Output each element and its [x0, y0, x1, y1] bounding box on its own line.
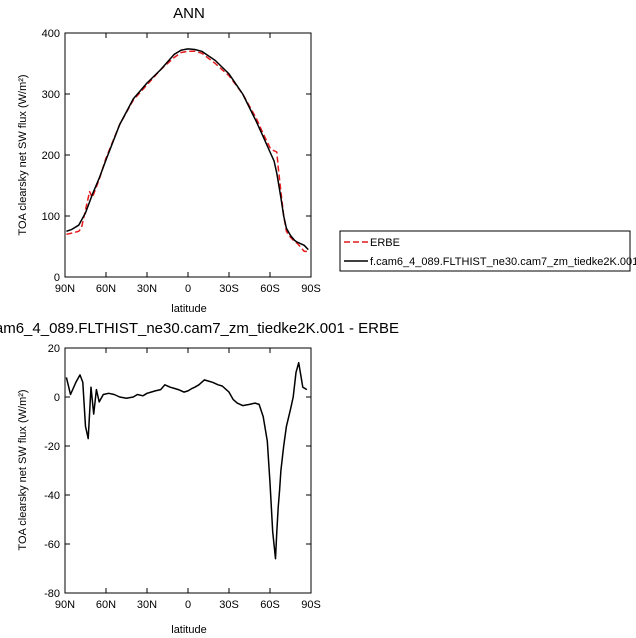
top-panel-x-ticks: 90N 60N 30N 0 30S 60S 90S — [55, 33, 321, 295]
bottom-panel-x-tick-label: 0 — [185, 599, 191, 611]
top-panel-y-tick-label: 0 — [54, 272, 60, 284]
bottom-panel-y-axis-label: TOA clearsky net SW flux (W/m²) — [17, 389, 29, 550]
top-panel-y-tick-label: 200 — [42, 150, 60, 162]
bottom-panel-x-tick-label: 30N — [137, 599, 157, 611]
top-panel-x-tick-label: 90N — [55, 283, 75, 295]
top-panel-series — [66, 48, 309, 253]
bottom-panel-series-line-0 — [65, 361, 308, 560]
bottom-panel-y-tick-label: -80 — [44, 588, 60, 600]
top-panel-x-tick-label: 90S — [301, 283, 321, 295]
top-panel-y-tick-label: 300 — [42, 89, 60, 101]
bottom-panel-y-ticks: -80 -60 -40 -20 0 20 — [44, 343, 311, 600]
bottom-panel-x-axis-label: latitude — [171, 624, 206, 636]
top-panel-frame — [64, 32, 312, 278]
top-panel: ANN 0 100 200 300 400 90N 60N 30N 0 30S 60S 90S la… — [17, 5, 321, 315]
top-panel-y-tick-label: 100 — [42, 211, 60, 223]
bottom-panel-y-tick-label: -20 — [44, 441, 60, 453]
legend: ERBE f.cam6_4_089.FLTHIST_ne30.cam7_zm_t… — [339, 230, 636, 272]
top-panel-x-tick-label: 30N — [137, 283, 157, 295]
bottom-panel-x-ticks: 90N 60N 30N 0 30S 60S 90S — [55, 348, 321, 611]
bottom-panel-y-tick-label: 20 — [48, 343, 60, 355]
bottom-panel-x-tick-label: 90S — [301, 599, 321, 611]
bottom-panel-y-tick-label: -40 — [44, 490, 60, 502]
top-panel-x-tick-label: 30S — [219, 283, 239, 295]
top-panel-x-tick-label: 60N — [96, 283, 116, 295]
legend-box — [339, 230, 631, 272]
top-panel-y-tick-label: 400 — [42, 28, 60, 40]
top-panel-title: ANN — [173, 5, 205, 22]
bottom-panel-series — [65, 361, 308, 560]
top-panel-x-tick-label: 0 — [185, 283, 191, 295]
bottom-panel-frame — [64, 347, 312, 594]
bottom-panel-x-tick-label: 60N — [96, 599, 116, 611]
top-panel-x-axis-label: latitude — [171, 303, 206, 315]
legend-label-model: f.cam6_4_089.FLTHIST_ne30.cam7_zm_tiedke… — [370, 256, 636, 268]
top-panel-y-ticks: 0 100 200 300 400 — [42, 28, 311, 284]
bottom-panel-title: f.cam6_4_089.FLTHIST_ne30.cam7_zm_tiedke… — [0, 320, 399, 337]
top-panel-y-axis-label: TOA clearsky net SW flux (W/m²) — [17, 74, 29, 235]
top-panel-x-tick-label: 60S — [260, 283, 280, 295]
bottom-panel-y-tick-label: -60 — [44, 539, 60, 551]
bottom-panel-y-tick-label: 0 — [54, 392, 60, 404]
bottom-panel-x-tick-label: 60S — [260, 599, 280, 611]
bottom-panel-x-tick-label: 90N — [55, 599, 75, 611]
top-panel-series-line-0 — [66, 50, 309, 253]
top-panel-series-line-1 — [66, 48, 309, 251]
bottom-panel-x-tick-label: 30S — [219, 599, 239, 611]
bottom-panel: f.cam6_4_089.FLTHIST_ne30.cam7_zm_tiedke… — [0, 320, 399, 636]
legend-label-erbe: ERBE — [370, 237, 400, 249]
